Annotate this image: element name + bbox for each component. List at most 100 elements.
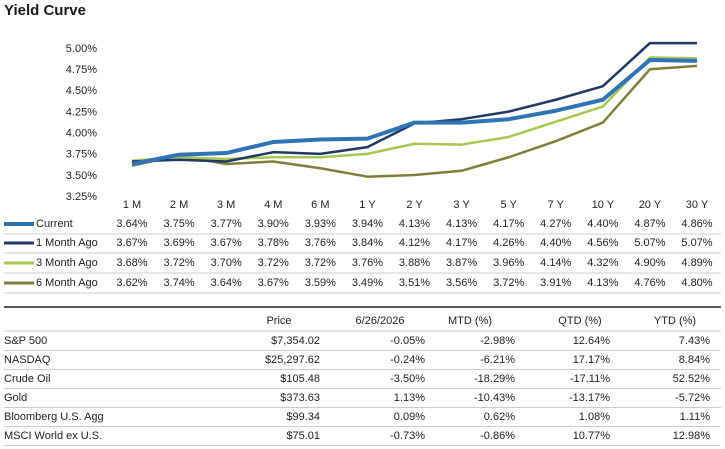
table-cell: -0.73% — [390, 430, 425, 442]
row-label: MSCI World ex U.S. — [4, 430, 102, 442]
x-tick-label: 20 Y — [639, 199, 662, 211]
table-cell: $99.34 — [286, 411, 320, 423]
data-label: 4.17% — [493, 218, 524, 230]
table-cell: -0.05% — [390, 335, 425, 347]
data-label: 3.88% — [399, 257, 430, 269]
x-tick-label: 3 Y — [453, 199, 470, 211]
data-label: 4.56% — [587, 237, 618, 249]
x-tick-label: 6 M — [311, 199, 329, 211]
table-cell: -3.50% — [390, 373, 425, 385]
table-cell: -0.86% — [480, 430, 515, 442]
table-cell: -0.24% — [390, 354, 425, 366]
y-tick-label: 4.00% — [66, 127, 97, 139]
x-tick-label: 2 M — [170, 199, 188, 211]
row-label: Crude Oil — [4, 373, 50, 385]
table-header: QTD (%) — [558, 315, 601, 327]
data-label: 3.91% — [540, 277, 571, 289]
legend-label: 6 Month Ago — [36, 277, 98, 289]
x-tick-label: 5 Y — [501, 199, 518, 211]
data-label: 3.62% — [116, 277, 147, 289]
data-label: 4.13% — [587, 277, 618, 289]
table-header: 6/26/2026 — [356, 315, 405, 327]
data-label: 3.51% — [399, 277, 430, 289]
table-cell: -6.21% — [480, 354, 515, 366]
data-label: 4.12% — [399, 237, 430, 249]
data-label: 3.76% — [305, 237, 336, 249]
table-cell: -5.72% — [675, 392, 710, 404]
data-label: 3.87% — [446, 257, 477, 269]
table-cell: 8.84% — [679, 354, 710, 366]
data-label: 3.90% — [258, 218, 289, 230]
data-label: 4.40% — [540, 237, 571, 249]
table-cell: 0.62% — [484, 411, 515, 423]
legend-label: Current — [36, 218, 73, 230]
y-tick-label: 4.75% — [66, 64, 97, 76]
x-tick-label: 30 Y — [686, 199, 709, 211]
data-label: 3.64% — [116, 218, 147, 230]
data-label: 3.96% — [493, 257, 524, 269]
table-cell: $7,354.02 — [271, 335, 320, 347]
data-label: 3.67% — [211, 237, 242, 249]
data-label: 4.86% — [681, 218, 712, 230]
data-label: 3.72% — [493, 277, 524, 289]
x-tick-label: 1 M — [123, 199, 141, 211]
table-cell: 10.77% — [573, 430, 611, 442]
table-cell: 52.52% — [673, 373, 711, 385]
data-label: 3.84% — [352, 237, 383, 249]
data-label: 4.87% — [634, 218, 665, 230]
data-label: 4.27% — [540, 218, 571, 230]
table-cell: 1.13% — [394, 392, 425, 404]
table-cell: 0.09% — [394, 411, 425, 423]
row-label: NASDAQ — [4, 354, 51, 366]
y-tick-label: 3.50% — [66, 170, 97, 182]
data-label: 3.67% — [258, 277, 289, 289]
x-tick-label: 7 Y — [548, 199, 565, 211]
data-label: 5.07% — [681, 237, 712, 249]
table-cell: 1.11% — [680, 411, 711, 423]
x-tick-label: 1 Y — [359, 199, 376, 211]
series-line — [131, 64, 698, 178]
data-label: 3.72% — [305, 257, 336, 269]
data-label: 3.74% — [163, 277, 194, 289]
table-cell: $373.63 — [280, 392, 320, 404]
chart-title: Yield Curve — [4, 2, 86, 19]
table-cell: -17.11% — [570, 373, 610, 385]
table-header: YTD (%) — [654, 315, 696, 327]
table-cell: -2.98% — [480, 335, 515, 347]
data-label: 3.93% — [305, 218, 336, 230]
x-tick-label: 3 M — [217, 199, 235, 211]
table-header: MTD (%) — [448, 315, 492, 327]
data-label: 3.59% — [305, 277, 336, 289]
x-tick-label: 10 Y — [592, 199, 615, 211]
data-label: 5.07% — [634, 237, 665, 249]
data-label: 4.90% — [634, 257, 665, 269]
table-cell: 1.08% — [579, 411, 610, 423]
y-tick-label: 3.75% — [66, 149, 97, 161]
data-label: 3.94% — [352, 218, 383, 230]
data-label: 3.69% — [163, 237, 194, 249]
data-label: 4.32% — [587, 257, 618, 269]
table-cell: -13.17% — [569, 392, 610, 404]
table-cell: $105.48 — [280, 373, 320, 385]
table-cell: 17.17% — [573, 354, 611, 366]
table-cell: $25,297.62 — [265, 354, 320, 366]
data-label: 4.89% — [681, 257, 712, 269]
data-label: 3.72% — [163, 257, 194, 269]
series-line — [131, 57, 698, 166]
data-label: 4.13% — [399, 218, 430, 230]
data-label: 3.68% — [116, 257, 147, 269]
data-label: 3.70% — [211, 257, 242, 269]
data-label: 4.13% — [446, 218, 477, 230]
data-label: 4.26% — [493, 237, 524, 249]
row-label: S&P 500 — [4, 335, 47, 347]
data-label: 4.14% — [540, 257, 571, 269]
data-label: 4.80% — [681, 277, 712, 289]
x-tick-label: 4 M — [264, 199, 282, 211]
data-label: 4.40% — [587, 218, 618, 230]
data-label: 3.67% — [116, 237, 147, 249]
data-label: 3.75% — [163, 218, 194, 230]
y-tick-label: 3.25% — [66, 191, 97, 203]
table-cell: $75.01 — [286, 430, 320, 442]
row-label: Gold — [4, 392, 27, 404]
